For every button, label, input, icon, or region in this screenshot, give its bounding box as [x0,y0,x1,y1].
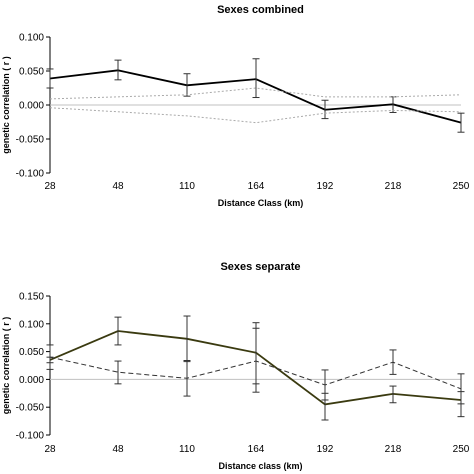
error-bar [321,369,329,401]
error-bar [46,344,54,370]
chart-title: Sexes separate [220,261,300,273]
error-bar [457,373,465,405]
error-bar [389,349,397,375]
error-bar [183,359,191,397]
y-tick-label: 0.150 [19,292,44,303]
chart-1: Sexes combined 0.100 0.050 0.000 -0.050 -0.10… [1,4,470,208]
error-bar [252,327,260,393]
error-bar [389,385,397,404]
chart-2: Sexes separate 0.150 0.100 0.050 0.000 -0.050… [1,261,470,471]
error-bar [252,58,260,99]
x-axis-label: Distance Class (km) [218,198,304,208]
series-line-2 [49,87,462,100]
x-tick-label: 110 [179,181,195,192]
y-tick-label: 0.100 [19,319,44,330]
error-bar [46,68,54,89]
x-tick-label: 28 [44,181,56,192]
error-bar [114,316,122,346]
error-bar [114,59,122,81]
x-tick-label: 192 [317,444,334,455]
x-tick-label: 250 [453,444,470,455]
series-line-3 [49,107,462,124]
x-axis-label: Distance class (km) [218,461,302,471]
x-tick-label: 192 [317,181,334,192]
y-tick-label: -0.050 [16,135,45,146]
y-tick-label: 0.000 [19,101,44,112]
error-bar [183,73,191,97]
x-tick-label: 218 [385,444,402,455]
x-tick-label: 250 [453,181,470,192]
y-axis-label: genetic correlation ( r ) [1,317,11,415]
y-tick-label: -0.100 [16,431,45,442]
x-tick-label: 164 [248,444,265,455]
chart-title: Sexes combined [217,4,304,16]
x-tick-label: 28 [44,444,56,455]
error-bar [457,112,465,133]
x-tick-label: 164 [248,181,265,192]
y-tick-label: 0.100 [19,33,44,44]
x-tick-label: 48 [112,181,124,192]
y-tick-label: 0.050 [19,67,44,78]
y-tick-label: 0.050 [19,347,44,358]
x-tick-label: 110 [179,444,195,455]
y-axis-label: genetic correlation ( r ) [1,56,11,154]
error-bar [114,360,122,385]
y-tick-label: 0.000 [19,375,44,386]
error-bar [321,99,329,120]
x-tick-label: 48 [112,444,124,455]
y-tick-label: -0.100 [16,169,45,180]
y-tick-label: -0.050 [16,403,45,414]
x-tick-label: 218 [385,181,402,192]
